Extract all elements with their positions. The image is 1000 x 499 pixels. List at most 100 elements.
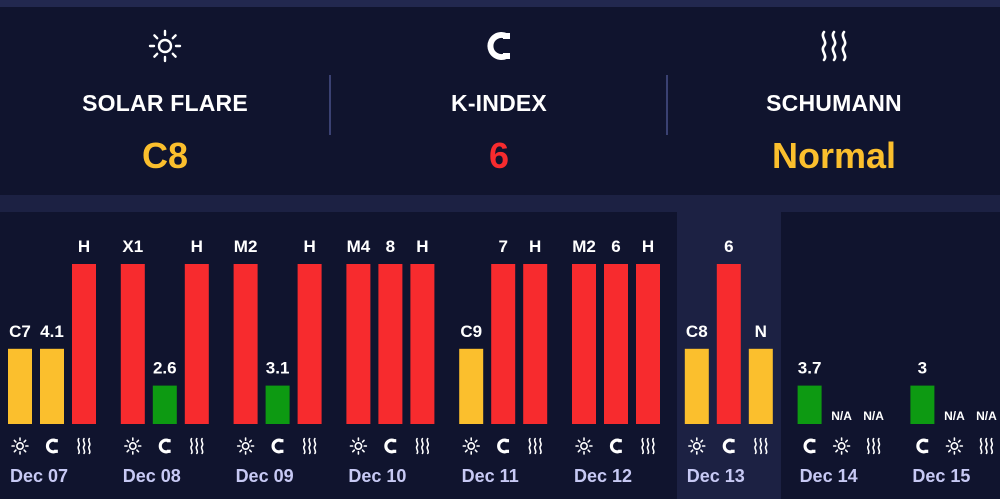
day-label: Dec 10 bbox=[348, 466, 406, 486]
magnet-icon bbox=[722, 438, 735, 454]
waves-icon bbox=[190, 437, 204, 455]
bar-value-label: M2 bbox=[234, 237, 258, 256]
section-gap bbox=[0, 195, 1000, 212]
bar-na-label: N/A bbox=[831, 409, 852, 423]
bar-value-label: C7 bbox=[9, 322, 31, 341]
bar bbox=[184, 264, 209, 424]
sun-icon-ray bbox=[957, 439, 961, 443]
magnet-icon-pole bbox=[811, 439, 816, 443]
magnet-icon bbox=[803, 438, 816, 454]
sun-icon-ray bbox=[361, 449, 365, 453]
bar bbox=[604, 264, 628, 424]
bar-value-label: 3.1 bbox=[266, 359, 290, 378]
sun-icon-core bbox=[692, 442, 701, 450]
waves-icon bbox=[866, 437, 881, 455]
schumann-label: SCHUMANN bbox=[766, 90, 902, 116]
bar-value-label: M4 bbox=[347, 237, 371, 256]
magnet-icon-pole bbox=[166, 449, 171, 453]
waves-icon bbox=[641, 437, 655, 455]
bar bbox=[346, 264, 371, 424]
magnet-icon-body bbox=[497, 438, 508, 454]
magnet-icon-pole bbox=[618, 439, 622, 443]
waves-icon-wave bbox=[313, 437, 317, 455]
sun-icon-ray bbox=[361, 439, 365, 443]
waves-icon-wave bbox=[646, 437, 650, 455]
waves-icon-wave bbox=[754, 437, 757, 455]
magnet-icon-body bbox=[916, 438, 927, 454]
sun-icon-ray bbox=[577, 439, 581, 443]
waves-icon-wave bbox=[866, 437, 870, 455]
sun-icon-ray bbox=[844, 449, 849, 453]
bar-value-label: H bbox=[191, 237, 203, 256]
bar-value-label: C9 bbox=[460, 322, 482, 341]
schumann-card: SCHUMANN Normal bbox=[668, 7, 1000, 195]
magnet-icon bbox=[384, 438, 397, 454]
bar-value-label: 8 bbox=[386, 237, 395, 256]
sun-icon-ray bbox=[947, 439, 952, 443]
bar-value-label: X1 bbox=[122, 237, 143, 256]
bar bbox=[797, 385, 822, 424]
schumann-value: Normal bbox=[771, 135, 897, 176]
magnet-icon bbox=[158, 438, 171, 454]
bar bbox=[378, 264, 403, 424]
sun-icon-ray bbox=[690, 449, 694, 453]
magnet-icon-pole bbox=[505, 449, 510, 453]
sun-icon-ray bbox=[239, 439, 243, 443]
bar-na-label: N/A bbox=[944, 409, 965, 423]
waves-icon-wave bbox=[302, 437, 306, 455]
sun-icon-ray bbox=[947, 449, 952, 453]
waves-icon bbox=[528, 437, 542, 455]
waves-icon-wave bbox=[651, 437, 655, 455]
sun-icon-ray bbox=[239, 449, 243, 453]
magnet-icon-pole bbox=[924, 439, 929, 443]
waves-icon-wave bbox=[421, 437, 424, 455]
waves-icon bbox=[821, 30, 847, 62]
sun-icon bbox=[148, 29, 182, 63]
bar-value-label: 7 bbox=[498, 237, 507, 256]
magnet-icon-pole bbox=[392, 439, 397, 443]
bar bbox=[8, 348, 32, 424]
waves-icon bbox=[415, 437, 430, 455]
sun-icon-ray bbox=[957, 449, 961, 453]
magnet-icon bbox=[487, 32, 510, 60]
sun-icon-core bbox=[837, 442, 846, 450]
day-label: Dec 08 bbox=[123, 466, 181, 486]
waves-icon-wave bbox=[426, 437, 430, 455]
magnet-icon-body bbox=[271, 438, 282, 454]
waves-icon-wave bbox=[190, 437, 193, 455]
bar bbox=[152, 385, 177, 424]
sun-icon-core bbox=[241, 442, 250, 450]
bar-value-label: H bbox=[642, 237, 654, 256]
bar-value-label: H bbox=[416, 237, 428, 256]
day-label: Dec 14 bbox=[800, 466, 858, 486]
day-label: Dec 07 bbox=[10, 466, 68, 486]
sun-icon-core bbox=[580, 442, 588, 450]
sun-icon-ray bbox=[844, 439, 849, 443]
magnet-icon-pole bbox=[392, 449, 397, 453]
bar-value-label: 3.7 bbox=[798, 359, 822, 378]
k-index-value: 6 bbox=[488, 135, 510, 176]
sun-icon bbox=[688, 437, 706, 455]
magnet-icon-pole bbox=[54, 449, 58, 453]
bar bbox=[297, 264, 322, 424]
day-label: Dec 12 bbox=[574, 466, 632, 486]
bar-value-label: H bbox=[529, 237, 541, 256]
sun-icon-ray bbox=[464, 449, 468, 453]
magnet-icon bbox=[916, 438, 929, 454]
sun-icon bbox=[575, 437, 593, 455]
sun-icon-ray bbox=[23, 449, 27, 453]
waves-icon-wave bbox=[979, 437, 983, 455]
waves-icon-wave bbox=[528, 437, 532, 455]
day-label: Dec 15 bbox=[912, 466, 970, 486]
sun-icon-ray bbox=[587, 439, 591, 443]
waves-icon-wave bbox=[308, 437, 311, 455]
sun-icon bbox=[462, 437, 480, 455]
sun-icon-core bbox=[128, 442, 137, 450]
solar-flare-card: SOLAR FLARE C8 bbox=[0, 7, 330, 195]
day-label: Dec 13 bbox=[687, 466, 745, 486]
sun-icon-ray bbox=[474, 439, 478, 443]
magnet-icon bbox=[271, 438, 284, 454]
waves-icon-wave bbox=[195, 437, 199, 455]
magnet-icon-pole bbox=[730, 439, 735, 443]
waves-icon-wave bbox=[200, 437, 204, 455]
